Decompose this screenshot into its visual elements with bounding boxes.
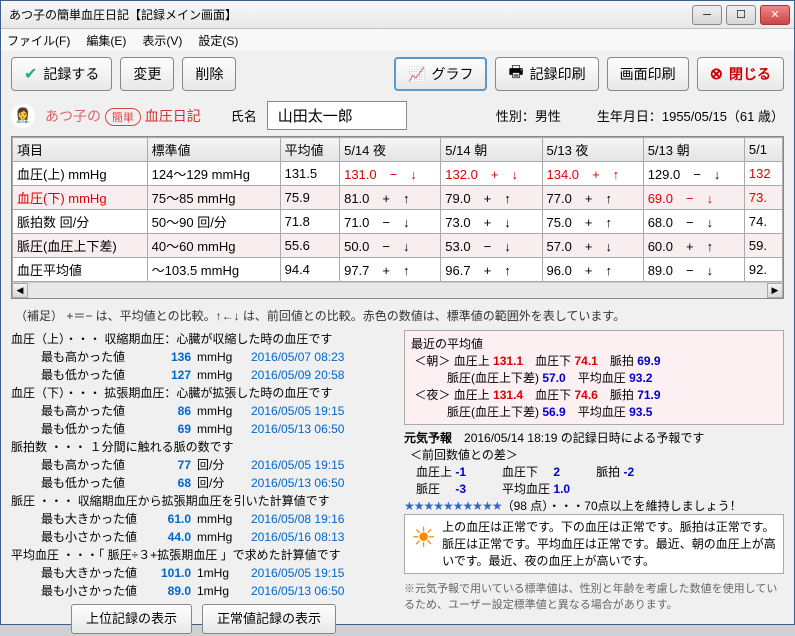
show-top-records-button[interactable]: 上位記録の表示: [71, 604, 192, 634]
graph-icon: 📈: [408, 66, 425, 83]
close-window-button[interactable]: ✕: [760, 5, 790, 25]
titlebar: あつ子の簡単血圧日記【記録メイン画面】 ─ ☐ ✕: [1, 1, 794, 29]
column-header: 平均値: [280, 138, 340, 162]
delete-button[interactable]: 削除: [182, 57, 236, 91]
right-panel: 最近の平均値 ＜朝＞ 血圧上 131.1 血圧下 74.1 脈拍 69.9 脈圧…: [404, 330, 784, 634]
menu-settings[interactable]: 設定(S): [198, 32, 238, 49]
table-row: 血圧(下) mmHg75～85 mmHg75.981.0 + ↑79.0 + ↑…: [13, 186, 783, 210]
column-header: 5/14 朝: [441, 138, 542, 162]
name-label: 氏名: [231, 106, 257, 125]
print-record-button[interactable]: 🖶記録印刷: [495, 57, 598, 91]
window-buttons: ─ ☐ ✕: [692, 5, 790, 25]
sex-label: 性別：男性: [496, 106, 561, 125]
table-row: 血圧平均値～103.5 mmHg94.497.7 + ↑96.7 + ↑96.0…: [13, 258, 783, 282]
table-row: 脈圧(血圧上下差)40～60 mmHg55.650.0 − ↓53.0 − ↓5…: [13, 234, 783, 258]
sun-icon: ☀: [411, 519, 436, 555]
stats-panel: 血圧（上）・・・ 収縮期血圧：心臓が収縮した時の血圧です最も高かった値136mm…: [11, 330, 396, 634]
graph-button[interactable]: 📈グラフ: [394, 57, 487, 91]
close-button[interactable]: ⊗閉じる: [697, 57, 784, 91]
lower-panels: 血圧（上）・・・ 収縮期血圧：心臓が収縮した時の血圧です最も高かった値136mm…: [1, 328, 794, 636]
recent-average-box: 最近の平均値 ＜朝＞ 血圧上 131.1 血圧下 74.1 脈拍 69.9 脈圧…: [404, 330, 784, 425]
table-footnote: （補足） +＝− は、平均値との比較。↑←↓ は、前回値との比較。赤色の数値は、…: [1, 303, 794, 328]
minimize-button[interactable]: ─: [692, 5, 722, 25]
scroll-right-button[interactable]: ▶: [767, 283, 783, 298]
horizontal-scrollbar[interactable]: ◀ ▶: [12, 282, 783, 298]
print-screen-button[interactable]: 画面印刷: [607, 57, 689, 91]
menubar: ファイル(F) 編集(E) 表示(V) 設定(S): [1, 29, 794, 51]
record-button[interactable]: ✔記録する: [11, 57, 112, 91]
column-header: 5/13 朝: [643, 138, 744, 162]
forecast-box: ☀ 上の血圧は正常です。下の血圧は正常です。脈拍は正常です。脈圧は正常です。平均…: [404, 514, 784, 574]
check-icon: ✔: [24, 64, 37, 84]
window-title: あつ子の簡単血圧日記【記録メイン画面】: [5, 6, 692, 23]
toolbar: ✔記録する 変更 削除 📈グラフ 🖶記録印刷 画面印刷 ⊗閉じる: [1, 51, 794, 97]
menu-view[interactable]: 表示(V): [142, 32, 182, 49]
column-header: 5/13 夜: [542, 138, 643, 162]
forecast-header: 元気予報 2016/05/14 18:19 の記録日時による予報です: [404, 429, 784, 446]
user-info-bar: 👩‍⚕️ あつ子の 簡単 血圧日記 氏名 山田太一郎 性別：男性 生年月日：19…: [1, 97, 794, 134]
maximize-button[interactable]: ☐: [726, 5, 756, 25]
column-header: 標準値: [147, 138, 280, 162]
forecast-text: 上の血圧は正常です。下の血圧は正常です。脈拍は正常です。脈圧は正常です。平均血圧…: [442, 519, 777, 569]
show-normal-records-button[interactable]: 正常値記録の表示: [202, 604, 336, 634]
close-icon: ⊗: [710, 64, 723, 84]
data-table: 項目標準値平均値5/14 夜5/14 朝5/13 夜5/13 朝5/1血圧(上)…: [11, 136, 784, 299]
column-header: 5/14 夜: [340, 138, 441, 162]
menu-edit[interactable]: 編集(E): [86, 32, 126, 49]
table-row: 血圧(上) mmHg124～129 mmHg131.5131.0 − ↓132.…: [13, 162, 783, 186]
column-header: 項目: [13, 138, 148, 162]
menu-file[interactable]: ファイル(F): [7, 32, 70, 49]
printer-icon: 🖶: [508, 61, 523, 88]
column-header: 5/1: [744, 138, 782, 162]
table-row: 脈拍数 回/分50～90 回/分71.871.0 − ↓73.0 + ↓75.0…: [13, 210, 783, 234]
stars-line: ★★★★★★★★★★（98 点）・・・70点以上を維持しましょう！: [404, 497, 784, 514]
birth-label: 生年月日：1955/05/15（61 歳）: [597, 106, 784, 125]
scroll-left-button[interactable]: ◀: [12, 283, 28, 298]
forecast-footnote: ※元気予報で用いている標準値は、性別と年齢を考慮した数値を使用しているため、ユー…: [404, 578, 784, 614]
scrollbar-track[interactable]: [28, 283, 767, 298]
forecast-sub: ＜前回数値との差＞: [404, 446, 784, 463]
nurse-icon: 👩‍⚕️: [11, 104, 35, 128]
app-window: あつ子の簡単血圧日記【記録メイン画面】 ─ ☐ ✕ ファイル(F) 編集(E) …: [0, 0, 795, 625]
modify-button[interactable]: 変更: [120, 57, 174, 91]
name-box: 山田太一郎: [267, 101, 407, 130]
app-logo-text: あつ子の 簡単 血圧日記: [45, 106, 201, 126]
